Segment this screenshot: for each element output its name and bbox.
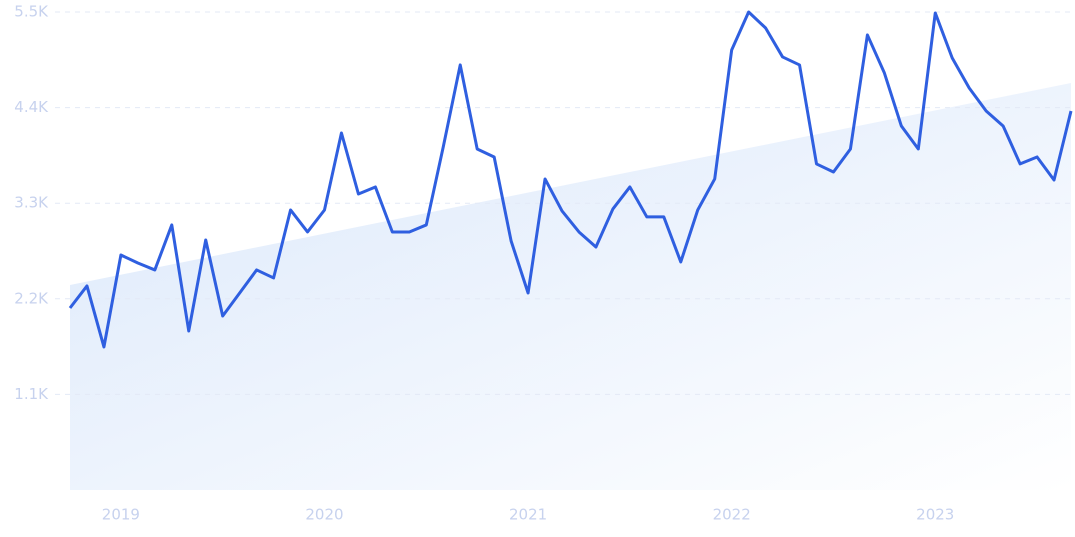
y-tick-label: 3.3K — [14, 194, 49, 212]
y-tick-label: 1.1K — [14, 385, 49, 403]
x-tick-label: 2020 — [305, 506, 343, 524]
x-tick-label: 2019 — [102, 506, 140, 524]
y-tick-label: 2.2K — [14, 289, 49, 307]
x-tick-label: 2021 — [509, 506, 547, 524]
trend-area — [70, 83, 1071, 490]
x-tick-label: 2022 — [713, 506, 751, 524]
y-tick-label: 4.4K — [14, 98, 49, 116]
data-line — [68, 10, 1073, 349]
x-tick-label: 2023 — [916, 506, 954, 524]
y-tick-label: 5.5K — [14, 3, 49, 21]
